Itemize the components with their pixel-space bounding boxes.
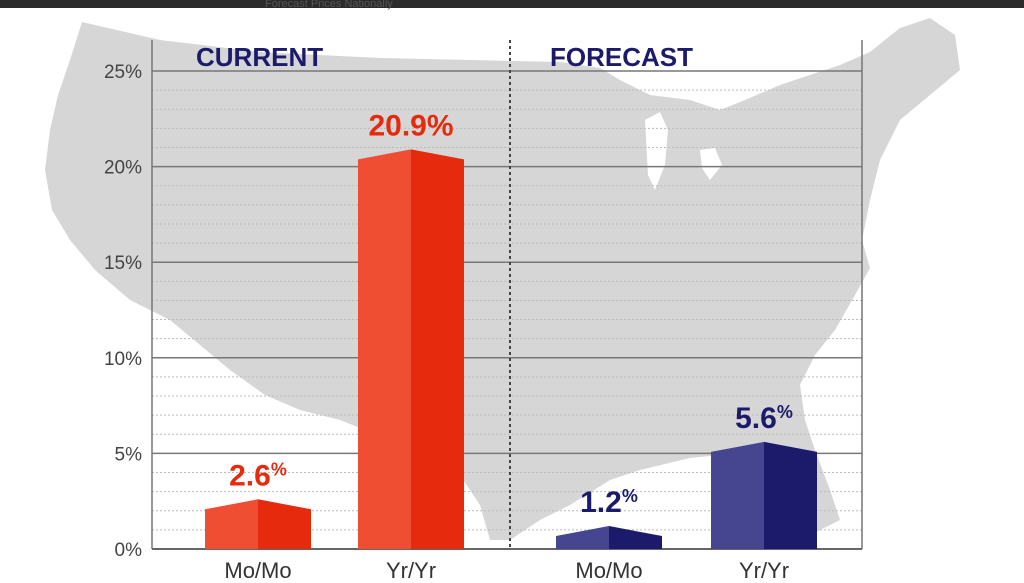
bar-value-label: 5.6% [735,402,793,435]
bar-face-left [358,149,411,549]
bar-value-label: 2.6% [229,459,287,492]
y-tick-label: 20% [104,158,142,179]
x-category-label: Yr/Yr [386,558,436,583]
lake-shape [645,112,668,190]
group-header-current: CURRENT [196,42,323,72]
bar-value-label: 20.9% [368,109,453,142]
us-map-background [45,18,960,540]
bar-face-left [556,526,609,549]
x-category-label: Mo/Mo [224,558,291,583]
y-tick-label: 25% [104,62,142,83]
y-tick-label: 5% [115,444,143,465]
x-category-label: Mo/Mo [575,558,642,583]
bar-face-right [764,441,817,549]
y-tick-label: 0% [115,540,143,561]
bar-face-right [411,149,464,549]
x-category-label: Yr/Yr [739,558,789,583]
bar-face-right [258,499,311,549]
bar-face-left [205,499,258,549]
y-tick-label: 10% [104,349,142,370]
lake-shape [700,148,722,180]
window-top-bar [0,0,1024,8]
y-tick-label: 15% [104,253,142,274]
bars: 2.6% Mo/Mo 20.9% Yr/Yr 1.2% Mo/Mo 5.6% Yr/Yr [205,109,817,583]
group-header-forecast: FORECAST [550,42,693,72]
bar-face-left [711,441,764,549]
y-axis-labels: 0% 5% 10% 15% 20% 25% [104,62,142,561]
bar-value-label: 1.2% [580,486,638,519]
bar-face-right [609,526,662,549]
top-caption: Forecast Prices Nationally [265,0,393,10]
